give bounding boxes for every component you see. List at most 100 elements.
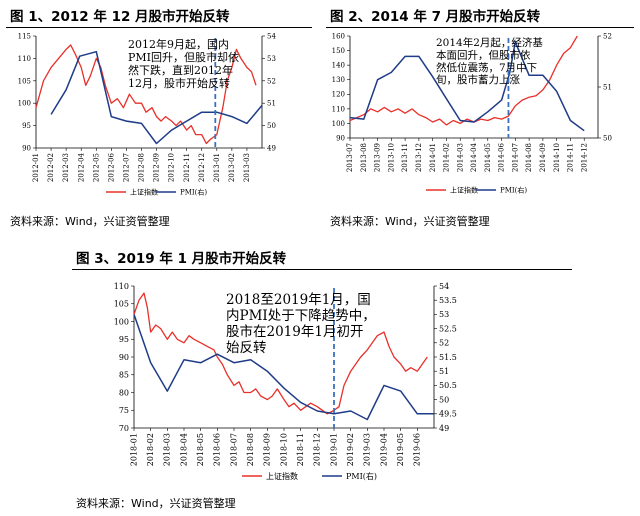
legend-pmi-label: PMI(右)	[180, 187, 207, 196]
x-tick-label: 2013-12	[415, 143, 423, 172]
right-y-tick-label: 50	[603, 134, 612, 142]
left-y-tick-label: 90	[22, 144, 31, 152]
figure-3-title: 图 3、2019 年 1 月股市开始反转	[76, 251, 287, 267]
x-tick-label: 2013-01	[213, 153, 221, 182]
left-y-tick-label: 70	[119, 424, 129, 433]
right-y-tick-label: 51.5	[439, 353, 457, 362]
figure-2-title: 图 2、2014 年 7 月股市开始反转	[330, 9, 541, 25]
x-tick-label: 2018-05	[196, 433, 205, 466]
figure-2-source: 资料来源：Wind，兴证资管整理	[330, 215, 490, 228]
x-tick-label: 2019-02	[346, 433, 355, 466]
x-tick-label: 2018-03	[163, 433, 172, 466]
right-y-tick-label: 52	[603, 32, 612, 40]
figure-1-chart: 90 95 100 105 110 115 49 50 51 52 53 54 2012-01 2012-…	[18, 32, 277, 196]
legend-pmi-label: PMI(右)	[346, 471, 377, 481]
x-tick-label: 2014-04	[470, 142, 478, 172]
right-y-tick-label: 49	[267, 144, 276, 152]
left-y-tick-label: 140	[332, 62, 345, 70]
figure-1-source: 资料来源：Wind，兴证资管整理	[10, 215, 170, 228]
x-tick-label: 2014-08	[525, 143, 533, 172]
legend-pmi-label: PMI(右)	[500, 185, 527, 194]
x-tick-label: 2014-06	[498, 142, 506, 172]
x-tick-label: 2019-05	[396, 433, 405, 466]
x-tick-label: 2013-07	[346, 143, 354, 172]
pmi-series-line	[349, 41, 585, 132]
x-tick-label: 2018-12	[313, 433, 322, 466]
x-tick-label: 2018-10	[279, 433, 288, 466]
x-tick-label: 2018-02	[146, 433, 155, 466]
left-y-tick-label: 75	[119, 406, 129, 415]
index-series-line	[35, 44, 257, 145]
x-tick-label: 2012-05	[92, 153, 100, 182]
x-tick-label: 2014-05	[484, 143, 492, 172]
left-y-tick-label: 110	[114, 282, 129, 291]
right-y-tick-label: 53	[439, 310, 449, 319]
x-tick-label: 2013-08	[360, 143, 368, 172]
right-y-tick-label: 49	[439, 424, 449, 433]
right-y-tick-label: 53.5	[439, 296, 457, 305]
x-tick-label: 2019-06	[413, 433, 422, 466]
x-tick-label: 2013-09	[374, 143, 382, 172]
left-y-tick-label: 95	[119, 335, 129, 344]
x-tick-label: 2018-11	[296, 433, 305, 466]
x-tick-label: 2014-07	[511, 143, 519, 172]
x-tick-label: 2013-11	[401, 143, 409, 172]
x-tick-label: 2018-07	[229, 433, 238, 466]
index-series-line	[133, 292, 428, 415]
right-y-tick-label: 54	[267, 32, 276, 40]
annotation-line: 然下跌，直到2012年	[128, 63, 233, 77]
right-y-tick-label: 51	[439, 367, 449, 376]
legend-index-label: 上证指数	[130, 187, 158, 196]
left-y-tick-label: 90	[119, 353, 129, 362]
x-tick-label: 2013-02	[228, 153, 236, 182]
x-tick-label: 2018-04	[179, 433, 188, 466]
right-y-tick-label: 50	[439, 395, 449, 404]
pmi-series-line	[133, 314, 434, 421]
annotation-line: 股市在2019年1月初开	[226, 323, 363, 340]
x-tick-label: 2014-11	[567, 143, 575, 172]
right-y-tick-label: 53	[267, 55, 276, 63]
x-tick-label: 2012-06	[107, 152, 115, 182]
pmi-series-line	[50, 50, 263, 145]
figure-3-title-rule	[72, 269, 572, 270]
x-tick-label: 2018-06	[213, 433, 222, 466]
x-tick-label: 2014-02	[443, 143, 451, 172]
x-tick-label: 2014-12	[580, 143, 588, 172]
left-y-tick-label: 150	[332, 47, 345, 55]
annotation-line: 2014年2月起，经济基	[436, 36, 543, 49]
left-y-tick-label: 130	[332, 76, 345, 84]
x-tick-label: 2014-01	[429, 143, 437, 172]
left-y-tick-label: 80	[119, 388, 129, 397]
x-tick-label: 2014-03	[456, 143, 464, 172]
annotation-line: 然低位震荡，7月中下	[436, 61, 537, 74]
x-tick-label: 2012-02	[47, 153, 55, 182]
x-tick-label: 2018-08	[246, 433, 255, 466]
legend-index-label: 上证指数	[266, 471, 298, 481]
left-y-tick-label: 100	[332, 120, 345, 128]
right-y-tick-label: 50.5	[439, 381, 457, 390]
right-y-tick-label: 51	[603, 83, 612, 91]
left-y-tick-label: 110	[18, 55, 31, 63]
x-tick-label: 2012-04	[77, 152, 85, 182]
left-y-tick-label: 110	[332, 105, 345, 113]
figure-3-chart: 70 75 80 85 90 95 100 105 110 49 49.5 50 50.5 51 51.5 5…	[114, 282, 457, 481]
figure-2-chart: 90 100 110 120 130 140 150 160 50 51 52 2013-07 2013…	[332, 32, 612, 194]
x-tick-label: 2012-12	[198, 153, 206, 182]
x-tick-label: 2019-01	[329, 433, 338, 466]
right-y-tick-label: 54	[439, 282, 449, 291]
x-tick-label: 2014-09	[539, 143, 547, 172]
annotation-line: 始反转	[226, 340, 267, 356]
left-y-tick-label: 100	[18, 100, 31, 108]
left-y-tick-label: 105	[114, 300, 129, 309]
figure-2-title-rule	[326, 27, 634, 28]
right-y-tick-label: 50	[267, 122, 276, 130]
annotation-line: 本面回升，但股市依	[436, 48, 531, 61]
right-y-tick-label: 51	[267, 100, 276, 108]
left-y-tick-label: 90	[336, 134, 345, 142]
annotation-line: 内PMI处于下降趋势中，	[226, 308, 376, 324]
annotation-line: PMI回升，但股市却依	[128, 50, 239, 64]
x-tick-label: 2018-01	[129, 433, 138, 466]
left-y-tick-label: 100	[114, 317, 129, 326]
x-tick-label: 2012-10	[168, 153, 176, 182]
figure-1-title-rule	[6, 27, 312, 28]
